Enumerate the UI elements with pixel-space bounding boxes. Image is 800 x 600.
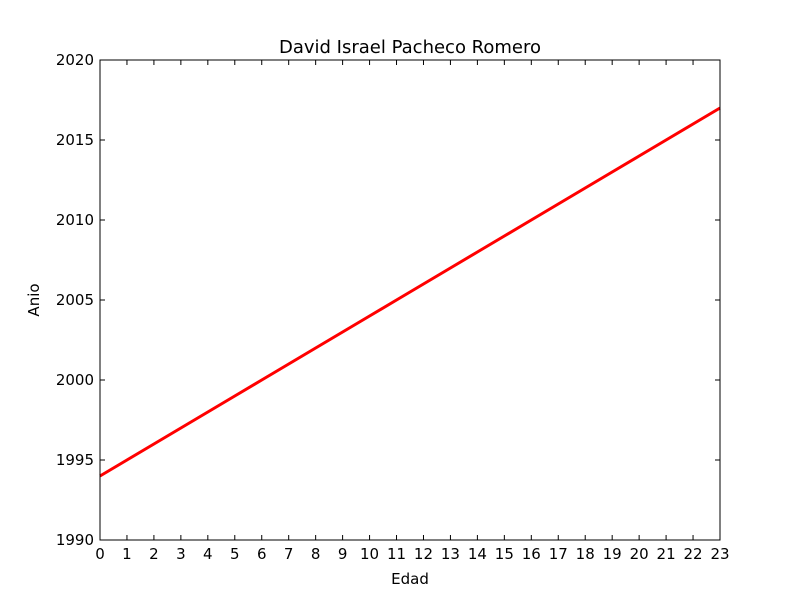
x-tick-label: 16 [522,545,541,563]
y-tick-label: 2005 [56,291,94,309]
x-tick-label: 9 [338,545,348,563]
y-tick-label: 2000 [56,371,94,389]
x-tick-label: 12 [414,545,433,563]
x-tick-label: 23 [710,545,729,563]
y-tick-label: 1995 [56,451,94,469]
x-tick-label: 13 [441,545,460,563]
x-tick-label: 22 [683,545,702,563]
x-tick-label: 14 [468,545,487,563]
x-tick-label: 1 [122,545,132,563]
y-tick-label: 1990 [56,531,94,549]
x-tick-label: 21 [657,545,676,563]
x-tick-label: 18 [576,545,595,563]
x-tick-label: 5 [230,545,240,563]
x-tick-label: 4 [203,545,213,563]
x-tick-label: 3 [176,545,186,563]
x-axis-ticks: 0 1 2 3 4 5 6 7 8 9 10 11 12 13 14 15 16 17 18 19 20 21 22 23 [95,60,730,563]
x-tick-label: 19 [603,545,622,563]
x-tick-label: 7 [284,545,294,563]
x-tick-label: 17 [549,545,568,563]
x-tick-label: 15 [495,545,514,563]
series-line-0 [99,106,721,478]
x-axis-label: Edad [391,570,429,588]
chart-title: David Israel Pacheco Romero [279,37,541,58]
y-tick-label: 2015 [56,131,94,149]
x-tick-label: 0 [95,545,105,563]
x-tick-label: 8 [311,545,321,563]
x-tick-label: 11 [387,545,406,563]
y-tick-label: 2020 [56,51,94,69]
plot-area: 0 1 2 3 4 5 6 7 8 9 10 11 12 13 14 15 16 17 18 19 20 21 22 23 1… [56,51,730,563]
series-layer [99,106,721,478]
plot-frame [99,59,721,541]
x-tick-label: 6 [257,545,267,563]
y-axis-ticks: 1990 1995 2000 2005 2010 2015 2020 [56,51,720,549]
y-axis-label: Anio [25,283,43,316]
y-tick-label: 2010 [56,211,94,229]
x-tick-label: 20 [630,545,649,563]
x-tick-label: 2 [149,545,159,563]
x-tick-label: 10 [360,545,379,563]
